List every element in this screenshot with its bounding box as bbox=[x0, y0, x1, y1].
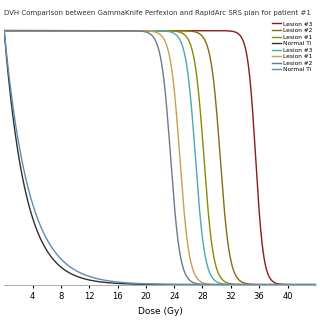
Lesion #2 bbox=[314, 283, 318, 286]
Normal Ti bbox=[305, 283, 308, 286]
Legend: Lesion #3, Lesion #2, Lesion #1, Normal Ti, Lesion #3, Lesion #1, Lesion #2, Nor: Lesion #3, Lesion #2, Lesion #1, Normal … bbox=[271, 21, 313, 73]
Normal Ti bbox=[2, 29, 6, 33]
Line: Lesion #2: Lesion #2 bbox=[4, 31, 316, 284]
Lesion #3 bbox=[2, 29, 6, 33]
Lesion #1 bbox=[2, 29, 6, 33]
Line: Lesion #1: Lesion #1 bbox=[4, 31, 316, 284]
Lesion #2 bbox=[305, 283, 308, 286]
Lesion #3 bbox=[314, 283, 318, 286]
Lesion #2 bbox=[305, 283, 309, 286]
Line: Lesion #2: Lesion #2 bbox=[4, 31, 316, 284]
Lesion #2 bbox=[146, 29, 149, 33]
Lesion #1 bbox=[314, 283, 318, 286]
Lesion #3 bbox=[305, 283, 308, 286]
Normal Ti bbox=[248, 283, 252, 286]
Lesion #2 bbox=[248, 283, 252, 286]
Lesion #3 bbox=[2, 29, 6, 33]
Line: Normal Ti: Normal Ti bbox=[4, 31, 316, 284]
Lesion #1 bbox=[2, 29, 6, 33]
Normal Ti bbox=[305, 283, 309, 286]
Lesion #1 bbox=[18, 29, 22, 33]
Lesion #2 bbox=[305, 283, 309, 286]
Normal Ti bbox=[248, 283, 252, 286]
Normal Ti bbox=[2, 29, 6, 33]
Normal Ti bbox=[314, 283, 318, 286]
Normal Ti bbox=[305, 283, 309, 286]
Lesion #2 bbox=[154, 29, 158, 33]
Lesion #2 bbox=[18, 29, 22, 33]
Lesion #1 bbox=[146, 29, 149, 33]
Lesion #3 bbox=[314, 283, 318, 286]
Lesion #3 bbox=[248, 283, 252, 286]
Lesion #2 bbox=[18, 29, 22, 33]
Normal Ti bbox=[146, 282, 149, 286]
Lesion #1 bbox=[154, 30, 158, 34]
Text: DVH Comparison between GammaKnife Perfexion and RapidArc SRS plan for patient #1: DVH Comparison between GammaKnife Perfex… bbox=[4, 10, 311, 16]
Lesion #3 bbox=[146, 29, 149, 33]
Lesion #3 bbox=[154, 29, 158, 33]
Lesion #2 bbox=[154, 39, 158, 43]
X-axis label: Dose (Gy): Dose (Gy) bbox=[138, 307, 182, 316]
Lesion #3 bbox=[305, 283, 309, 286]
Lesion #3 bbox=[248, 74, 252, 77]
Lesion #1 bbox=[305, 283, 309, 286]
Normal Ti bbox=[305, 283, 308, 286]
Normal Ti bbox=[154, 283, 158, 286]
Lesion #1 bbox=[305, 283, 308, 286]
Normal Ti bbox=[146, 283, 149, 286]
Lesion #2 bbox=[248, 282, 252, 286]
Normal Ti bbox=[18, 149, 22, 153]
Line: Lesion #3: Lesion #3 bbox=[4, 31, 316, 284]
Lesion #3 bbox=[18, 29, 22, 33]
Normal Ti bbox=[314, 283, 318, 286]
Lesion #3 bbox=[305, 283, 308, 286]
Lesion #3 bbox=[146, 29, 149, 33]
Lesion #1 bbox=[146, 29, 149, 33]
Lesion #1 bbox=[248, 283, 252, 286]
Lesion #1 bbox=[305, 283, 308, 286]
Line: Lesion #3: Lesion #3 bbox=[4, 31, 316, 284]
Lesion #3 bbox=[18, 29, 22, 33]
Lesion #2 bbox=[2, 29, 6, 33]
Lesion #2 bbox=[146, 31, 149, 35]
Lesion #1 bbox=[314, 283, 318, 286]
Line: Lesion #1: Lesion #1 bbox=[4, 31, 316, 284]
Normal Ti bbox=[18, 163, 22, 166]
Lesion #2 bbox=[314, 283, 318, 286]
Lesion #1 bbox=[305, 283, 309, 286]
Lesion #2 bbox=[305, 283, 308, 286]
Lesion #1 bbox=[248, 283, 252, 286]
Lesion #2 bbox=[2, 29, 6, 33]
Lesion #1 bbox=[18, 29, 22, 33]
Lesion #3 bbox=[305, 283, 309, 286]
Normal Ti bbox=[154, 282, 158, 286]
Lesion #3 bbox=[154, 29, 158, 33]
Lesion #1 bbox=[154, 29, 158, 33]
Line: Normal Ti: Normal Ti bbox=[4, 31, 316, 284]
